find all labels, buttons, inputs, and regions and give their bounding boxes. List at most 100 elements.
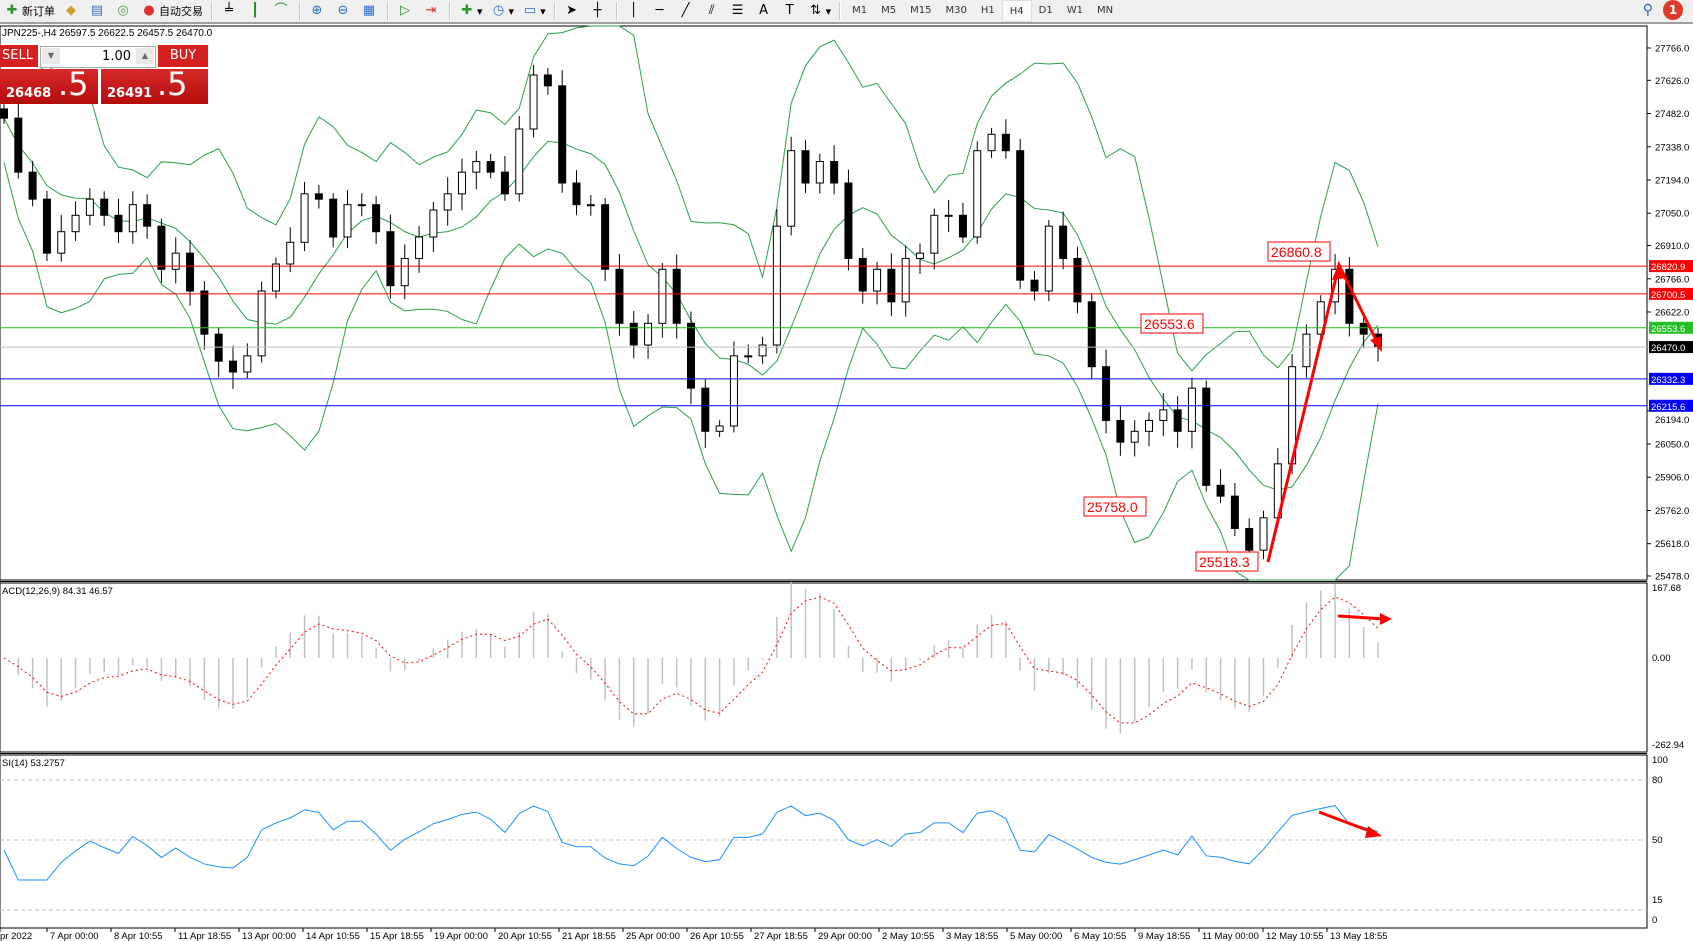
candle-body — [1016, 150, 1025, 281]
candle-body — [1359, 322, 1368, 335]
candle — [1173, 396, 1182, 448]
rsi-pane — [0, 754, 1648, 929]
candle-body — [1130, 430, 1139, 443]
macd-tick-label: 0.00 — [1652, 653, 1671, 664]
buy-button[interactable]: BUY — [158, 45, 208, 67]
arrows-button[interactable]: ⇅ ▾ — [804, 1, 836, 21]
metaeditor-button[interactable]: ◆ — [59, 1, 85, 21]
notification-badge[interactable]: 1 — [1663, 0, 1683, 20]
zoom-in-button[interactable]: ⊕ — [305, 1, 331, 21]
timeframe-w1[interactable]: W1 — [1066, 4, 1083, 16]
candle — [744, 344, 753, 363]
horizontal-line-icon: ─ — [655, 3, 664, 18]
vertical-line-button[interactable]: │ — [622, 1, 648, 21]
timeframe-h4[interactable]: H4 — [1001, 0, 1032, 22]
candle — [1073, 246, 1082, 314]
text-button[interactable]: A — [752, 1, 778, 21]
sell-price[interactable]: 26468 .5 — [0, 65, 98, 104]
equidistant-channel-button[interactable]: ⫽ — [700, 1, 726, 21]
timeframe-d1[interactable]: D1 — [1038, 4, 1053, 16]
chart-shift-button[interactable]: ⇥ — [419, 1, 445, 21]
candle — [429, 201, 438, 252]
timeframe-h1[interactable]: H1 — [980, 4, 995, 16]
metaeditor-icon: ◆ — [66, 3, 76, 18]
timeframe-mn[interactable]: MN — [1096, 4, 1114, 16]
zoom-out-button[interactable]: ⊖ — [331, 1, 357, 21]
timeframe-m5[interactable]: M5 — [881, 4, 897, 16]
crosshair-button[interactable]: ┼ — [586, 1, 612, 21]
candle-chart-button[interactable]: ┃ — [243, 1, 269, 21]
lot-decrease-button[interactable]: ▼ — [42, 48, 60, 64]
new-order-button[interactable]: ✚ 新订单 — [0, 1, 59, 21]
auto-trading-icon: ● — [143, 3, 155, 18]
line-chart-button[interactable]: ⌒ — [269, 1, 295, 21]
cursor-button[interactable]: ➤ — [560, 1, 586, 21]
candle-body — [429, 209, 438, 238]
rsi-line — [3, 805, 1379, 881]
timeframe-m30[interactable]: M30 — [945, 4, 967, 16]
timeframe-m15[interactable]: M15 — [910, 4, 932, 16]
time-label: 27 Apr 18:55 — [754, 931, 808, 941]
rsi-tick-label: 50 — [1652, 835, 1663, 846]
candle — [1044, 220, 1053, 302]
templates-button[interactable]: ▭ ▾ — [523, 3, 546, 18]
fibonacci-button[interactable]: ☰ — [726, 1, 752, 21]
candle-body — [873, 268, 882, 292]
candle-body — [744, 355, 753, 358]
time-label: 3 May 18:55 — [946, 931, 998, 941]
candle-body — [1187, 387, 1196, 432]
text-label-button[interactable]: T — [778, 1, 804, 21]
candle-body — [1345, 268, 1354, 324]
trendline-button[interactable]: ╱ — [674, 1, 700, 21]
candle — [916, 243, 924, 274]
time-label: 29 Apr 00:00 — [818, 931, 872, 941]
indicators-button[interactable]: ✚ ▾ — [455, 1, 487, 21]
annotation-box — [1195, 551, 1259, 572]
horizontal-line-button[interactable]: ─ — [648, 1, 674, 21]
candle-body — [887, 268, 896, 303]
autoscroll-button[interactable]: ▷ — [393, 1, 419, 21]
time-label: 26 Apr 10:55 — [690, 931, 744, 941]
candle-body — [128, 204, 137, 233]
candle — [1159, 393, 1168, 437]
candle-body — [1087, 301, 1096, 368]
price-tick-label: 26910.0 — [1655, 241, 1689, 252]
buy-price[interactable]: 26491 .5 — [101, 65, 208, 104]
candle-body — [186, 252, 195, 292]
candle-body — [229, 360, 237, 373]
candle — [1187, 377, 1196, 449]
lot-value: 1.00 — [102, 49, 131, 64]
price-label: 26820.9 — [1651, 262, 1685, 273]
time-label: 5 May 00:00 — [1010, 931, 1062, 941]
annotation-box — [1267, 241, 1331, 262]
symbol-info: JPN225-,H4 26597.5 26622.5 26457.5 26470… — [2, 28, 213, 39]
timeframe-m1[interactable]: M1 — [852, 4, 868, 16]
price-label: 26470.0 — [1651, 343, 1685, 354]
signals-button[interactable]: ◎ — [111, 1, 137, 21]
navigator-button[interactable]: ▤ — [85, 1, 111, 21]
sell-button[interactable]: SELL — [0, 45, 38, 67]
candle-body — [973, 150, 982, 238]
bar-chart-button[interactable]: ╧ — [217, 1, 243, 21]
candle-body — [343, 204, 352, 238]
search-icon[interactable]: ⚲ — [1642, 2, 1653, 18]
tile-windows-button[interactable]: ▦ — [357, 1, 383, 21]
candle — [1145, 412, 1153, 447]
candle-body — [1230, 495, 1239, 529]
candle — [100, 191, 109, 226]
candle — [987, 127, 996, 159]
candle-body — [629, 322, 638, 346]
candle — [14, 103, 23, 179]
lot-size-input[interactable]: ▼ 1.00 ▲ — [40, 46, 156, 68]
rsi-tick-label: 80 — [1652, 775, 1663, 786]
candle — [0, 103, 8, 124]
time-label: 12 May 10:55 — [1266, 931, 1324, 941]
annotation-label: 25758.0 — [1087, 499, 1138, 515]
lot-increase-button[interactable]: ▲ — [136, 48, 154, 64]
candle-body — [171, 252, 180, 270]
candle — [229, 345, 237, 389]
candle-body — [143, 204, 152, 227]
auto-trading-button[interactable]: ● 自动交易 — [137, 1, 207, 21]
periods-button[interactable]: ◷ ▾ — [487, 1, 519, 21]
